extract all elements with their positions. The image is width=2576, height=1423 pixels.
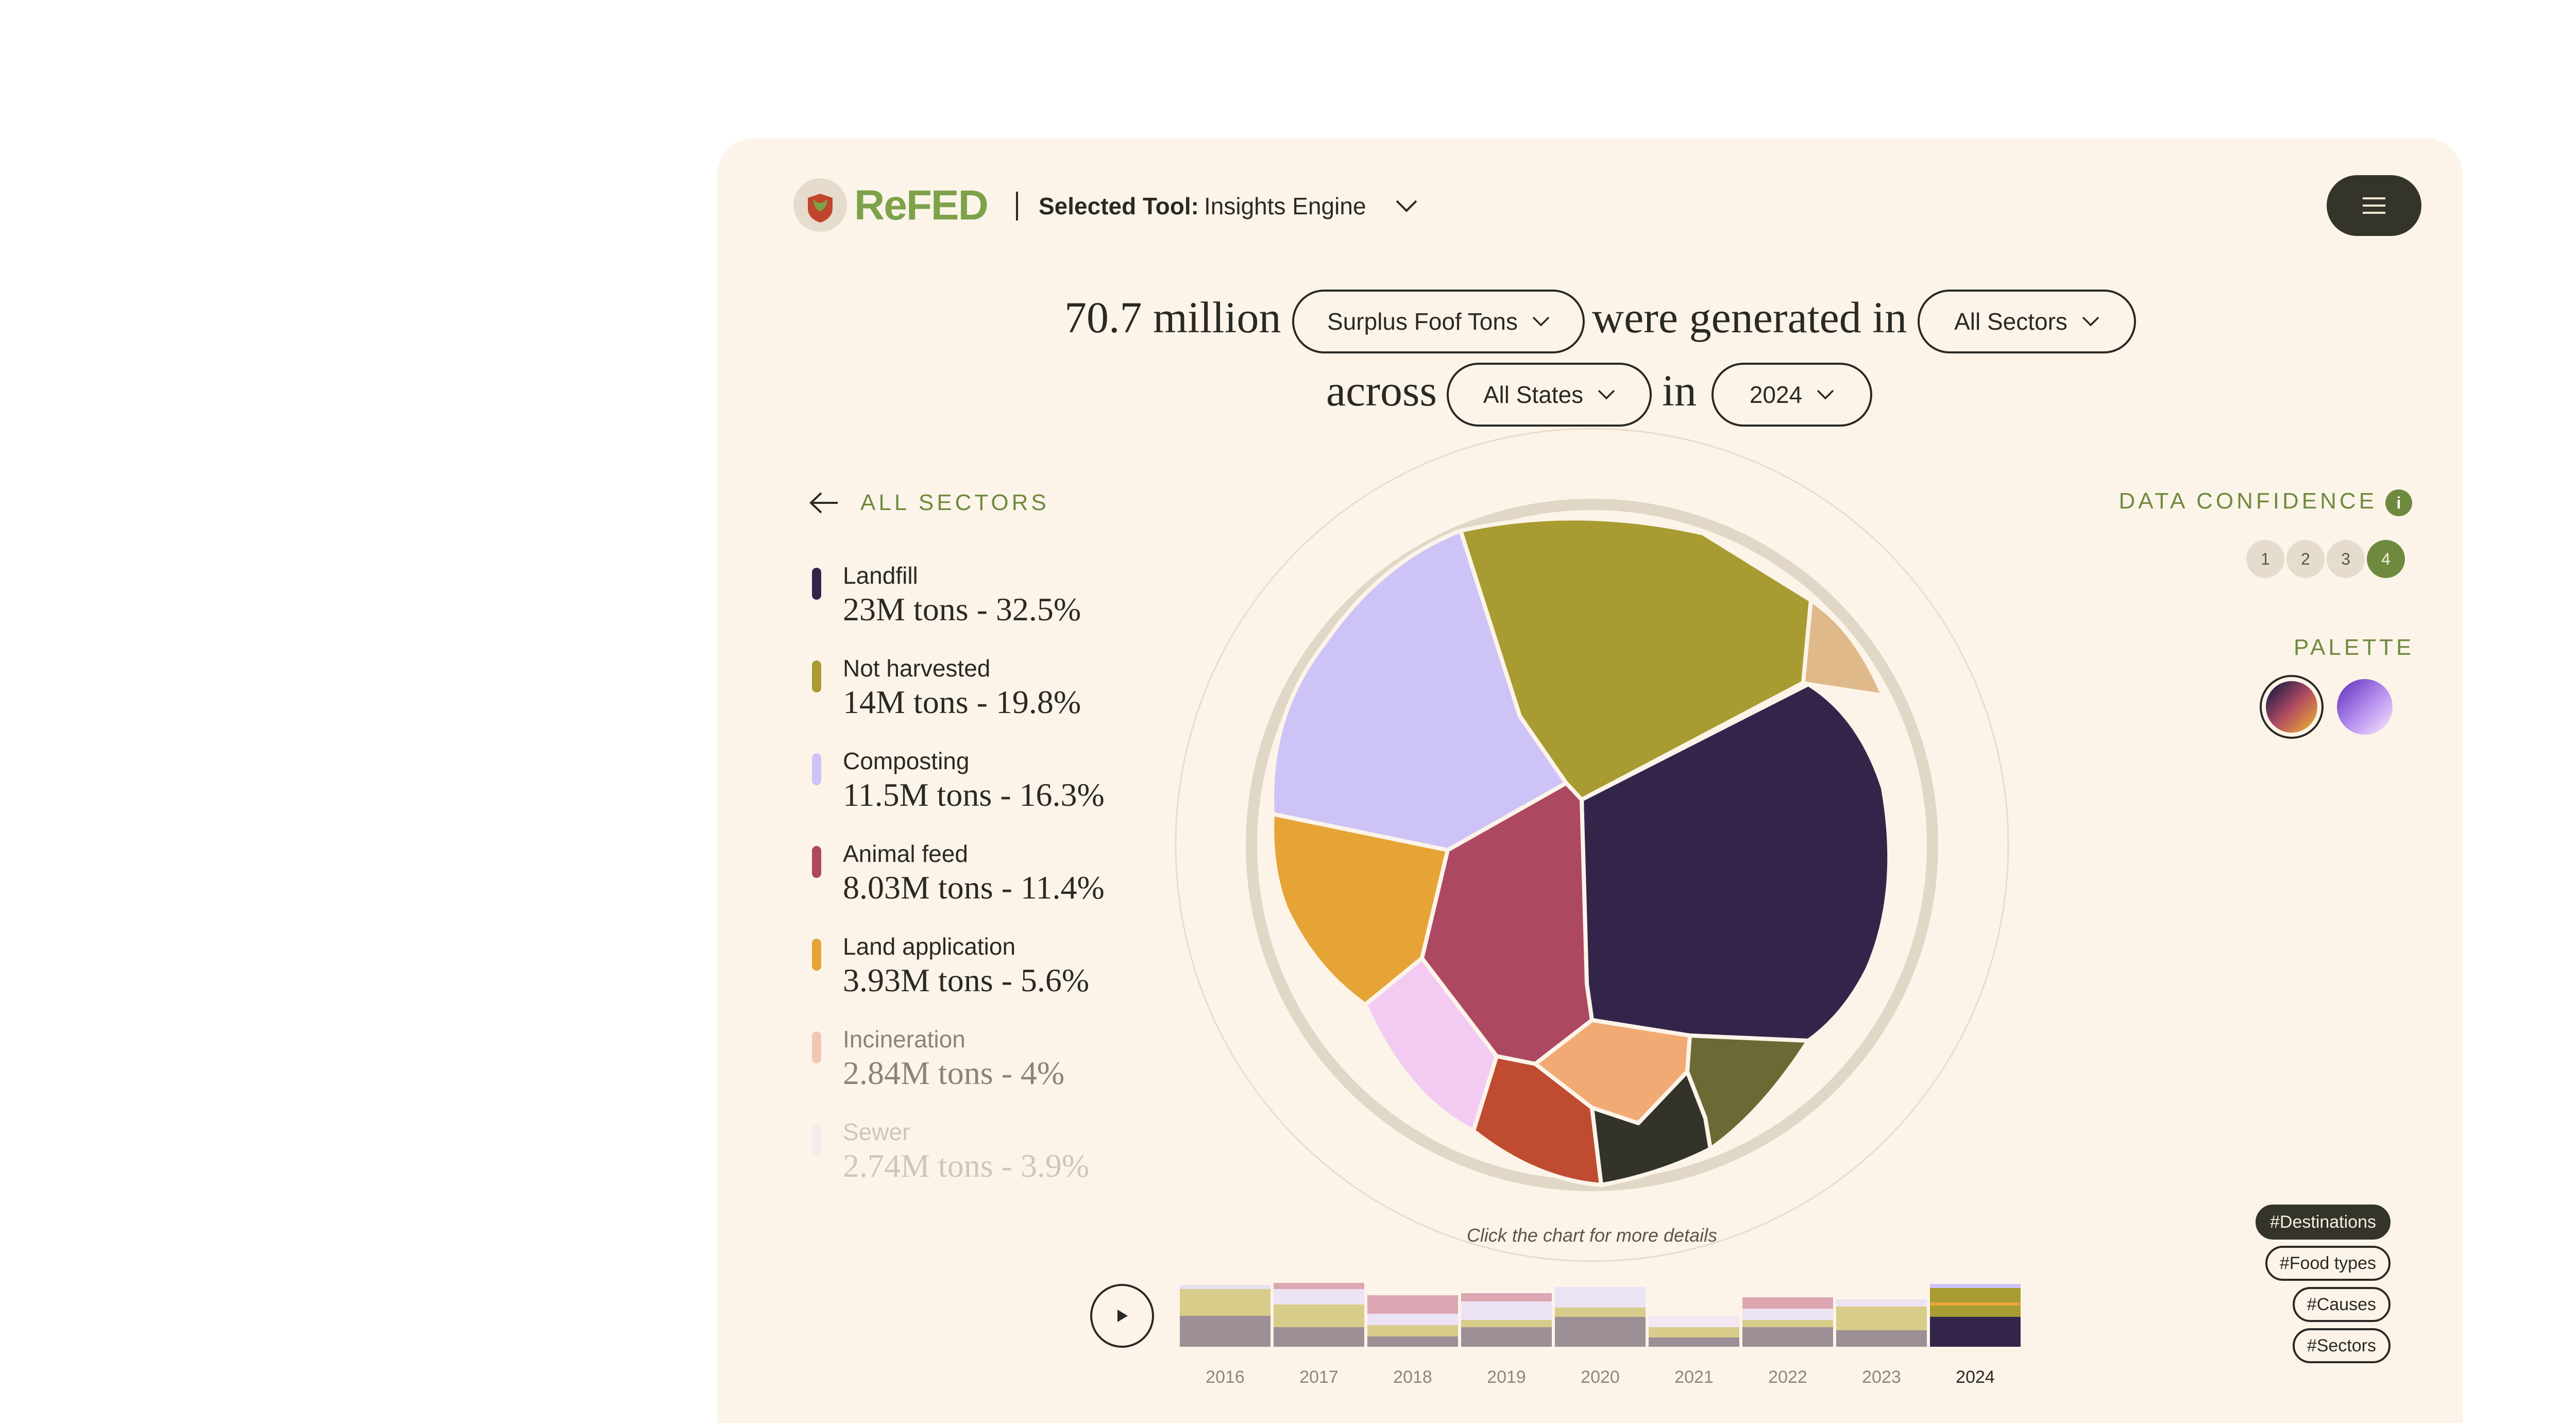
legend-value: 2.74M tons - 3.9% — [843, 1147, 1090, 1184]
palette-option-sunset[interactable] — [2260, 675, 2324, 739]
legend-swatch — [812, 846, 821, 878]
headline-across-text: across — [1326, 366, 1437, 415]
headline-in-text: in — [1662, 366, 1697, 415]
tool-value: Insights Engine — [1204, 193, 1366, 219]
legend-value: 23M tons - 32.5% — [843, 591, 1081, 628]
timeline-bar-2021[interactable] — [1649, 1316, 1739, 1347]
confidence-level-3[interactable]: 3 — [2327, 540, 2365, 578]
tag-sectors[interactable]: #Sectors — [2292, 1328, 2391, 1363]
timeline-bars[interactable] — [1180, 1283, 2025, 1353]
legend-label: Landfill — [843, 562, 918, 589]
year-label-2021: 2021 — [1674, 1367, 1714, 1387]
cell-tan[interactable] — [1801, 598, 1885, 698]
play-icon — [1117, 1310, 1128, 1322]
menu-button[interactable] — [2327, 175, 2421, 236]
headline-generated-text: were generated in — [1592, 293, 1907, 342]
timeline-bar-2017[interactable] — [1274, 1283, 1364, 1347]
year-label-2017: 2017 — [1299, 1367, 1338, 1387]
data-confidence: DATA CONFIDENCE i 1 2 3 4 — [2112, 488, 2421, 591]
legend-swatch — [812, 939, 821, 971]
legend-label: Sewer — [843, 1119, 910, 1145]
legend-value: 8.03M tons - 11.4% — [843, 869, 1105, 906]
year-select[interactable]: 2024 — [1711, 363, 1872, 427]
tags: #Destinations #Food types #Causes #Secto… — [2215, 1205, 2391, 1369]
year-label-2016: 2016 — [1206, 1367, 1245, 1387]
sector-select-label: All Sectors — [1954, 308, 2067, 335]
year-label-2023: 2023 — [1862, 1367, 1901, 1387]
logo[interactable]: ReFED — [792, 175, 998, 237]
sector-select[interactable]: All Sectors — [1918, 290, 2136, 353]
year-label-2019: 2019 — [1487, 1367, 1526, 1387]
cell-land-application[interactable] — [1270, 812, 1450, 1007]
palette-option-lavender[interactable] — [2337, 679, 2393, 735]
legend-value: 11.5M tons - 16.3% — [843, 776, 1105, 813]
back-label: ALL SECTORS — [860, 490, 1049, 515]
legend-swatch — [812, 1124, 821, 1156]
legend-label: Animal feed — [843, 840, 968, 867]
timeline-bar-2016[interactable] — [1180, 1285, 1270, 1347]
timeline-bar-2019[interactable] — [1461, 1293, 1552, 1347]
logo-mark-icon — [793, 178, 847, 232]
palette-title: PALETTE — [2294, 635, 2415, 660]
legend-swatch — [812, 1031, 821, 1063]
cell-landfill[interactable] — [1580, 682, 1892, 1043]
timeline-bar-2024[interactable] — [1930, 1284, 2021, 1347]
legend-swatch — [812, 660, 821, 692]
chart-outer-guide — [1175, 428, 2009, 1262]
legend-label: Incineration — [843, 1026, 965, 1053]
confidence-level-4[interactable]: 4 — [2367, 540, 2405, 578]
timeline-bar-2022[interactable] — [1742, 1297, 1833, 1347]
back-to-all-sectors[interactable]: ALL SECTORS — [809, 488, 1049, 517]
legend: Landfill 23M tons - 32.5% Not harvested … — [812, 562, 1173, 1200]
year-label-2020: 2020 — [1581, 1367, 1620, 1387]
voronoi-chart[interactable]: Click the chart for more details — [1175, 428, 2009, 1262]
confidence-level-1[interactable]: 1 — [2246, 540, 2284, 578]
header-divider — [1016, 192, 1018, 221]
cell-olive[interactable] — [1685, 1034, 1810, 1151]
metric-select-label: Surplus Foof Tons — [1327, 308, 1518, 335]
info-icon[interactable]: i — [2385, 489, 2412, 516]
tag-causes[interactable]: #Causes — [2292, 1287, 2391, 1322]
legend-label: Composting — [843, 748, 970, 774]
chevron-down-icon — [1396, 200, 1417, 212]
play-button[interactable] — [1090, 1284, 1154, 1348]
timeline-bar-2020[interactable] — [1555, 1287, 1646, 1347]
timeline-bar-2018[interactable] — [1367, 1295, 1458, 1347]
tool-label: Selected Tool: — [1039, 193, 1199, 219]
timeline-bar-2023[interactable] — [1836, 1299, 1927, 1347]
legend-value: 2.84M tons - 4% — [843, 1055, 1065, 1091]
year-label-2024: 2024 — [1956, 1367, 1995, 1387]
chevron-down-icon — [2082, 316, 2099, 327]
arrow-left-icon — [809, 492, 838, 514]
state-select-label: All States — [1483, 381, 1584, 408]
tool-selector[interactable]: Selected Tool: Insights Engine — [1039, 191, 1418, 222]
hamburger-menu-icon — [2363, 197, 2385, 214]
chevron-down-icon — [1532, 316, 1550, 327]
year-label-2018: 2018 — [1393, 1367, 1432, 1387]
metric-select[interactable]: Surplus Foof Tons — [1292, 290, 1585, 353]
chevron-down-icon — [1598, 389, 1615, 400]
tag-destinations[interactable]: #Destinations — [2255, 1205, 2391, 1240]
chart-hint: Click the chart for more details — [1467, 1225, 1717, 1246]
headline-amount: 70.7 million — [1064, 293, 1281, 342]
legend-swatch — [812, 568, 821, 600]
legend-swatch — [812, 753, 821, 785]
year-label-2022: 2022 — [1768, 1367, 1807, 1387]
state-select[interactable]: All States — [1447, 363, 1652, 427]
tag-food-types[interactable]: #Food types — [2265, 1246, 2391, 1281]
palette-swatch-sunset — [2266, 681, 2317, 733]
legend-value: 14M tons - 19.8% — [843, 684, 1081, 720]
cell-composting[interactable] — [1270, 529, 1568, 852]
legend-label: Land application — [843, 933, 1016, 960]
logo-text: ReFED — [854, 182, 989, 229]
year-select-label: 2024 — [1749, 381, 1803, 408]
legend-value: 3.93M tons - 5.6% — [843, 962, 1090, 998]
confidence-level-2[interactable]: 2 — [2286, 540, 2325, 578]
data-confidence-title: DATA CONFIDENCE — [2119, 488, 2377, 514]
chevron-down-icon — [1817, 389, 1834, 400]
legend-label: Not harvested — [843, 655, 991, 682]
